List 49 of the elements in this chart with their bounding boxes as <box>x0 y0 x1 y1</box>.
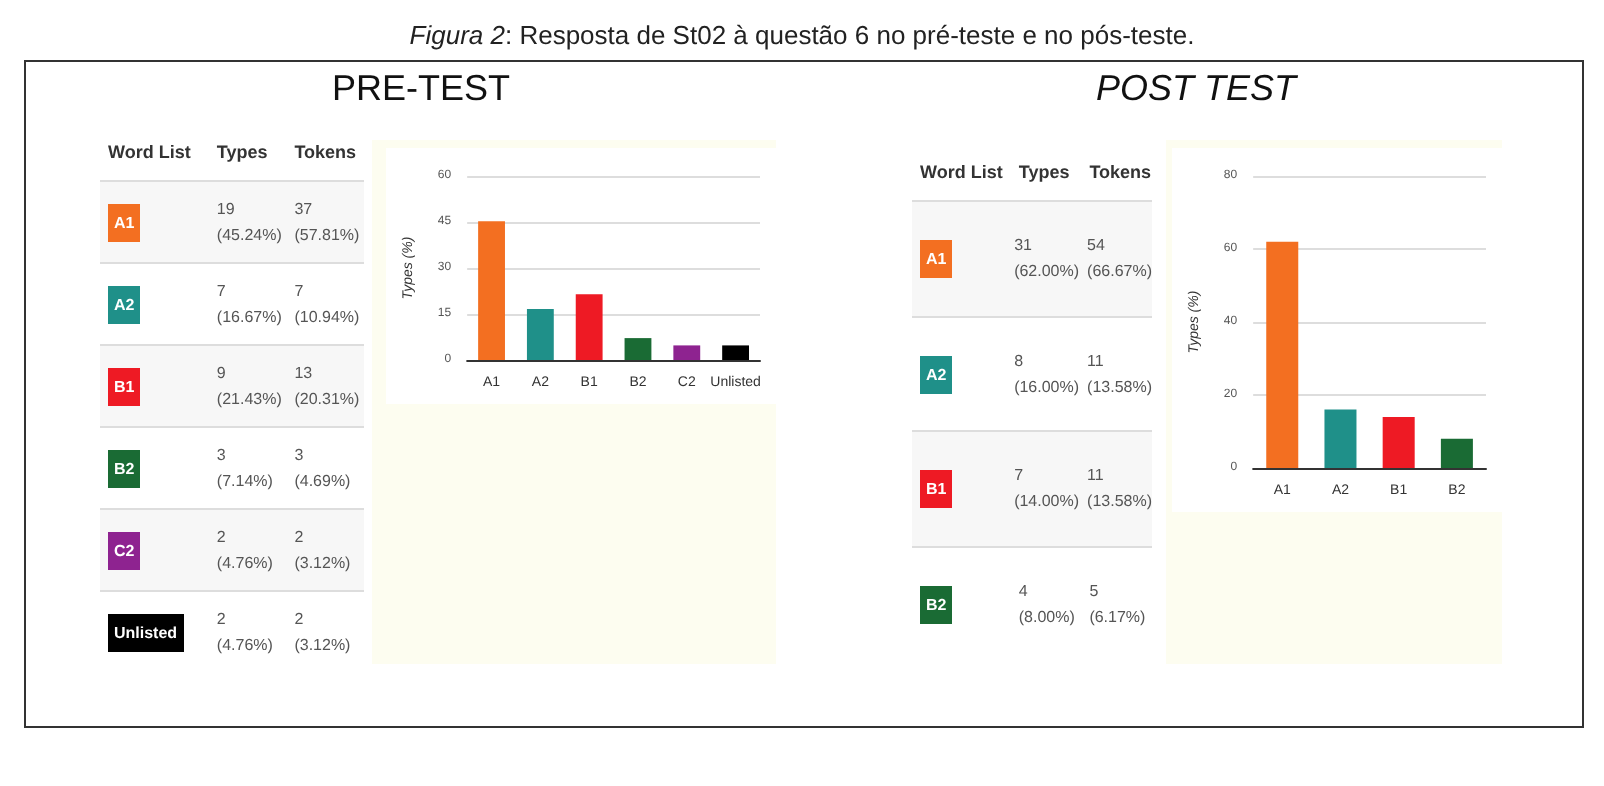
text: 7 (10.94%) <box>294 282 360 326</box>
bar <box>526 308 554 360</box>
text: 3 (7.14%) <box>216 446 273 490</box>
text: 31 (62.00%) <box>1014 236 1080 281</box>
level-badge: B2 <box>920 585 953 624</box>
text: 2 (4.76%) <box>216 610 273 654</box>
text: 2 (3.12%) <box>294 610 351 654</box>
text: 11 (13.58%) <box>1087 466 1152 511</box>
text: 3 (4.69%) <box>294 446 351 490</box>
level-badge: B1 <box>920 470 953 509</box>
text: Figura 2: Resposta de St02 à questão 6 no pré-teste e no pós-teste. <box>407 20 1197 50</box>
level-badge: A2 <box>920 355 953 394</box>
category-label: Types <box>1016 162 1072 182</box>
category-label: Tokens <box>292 142 359 162</box>
level-badge: A1 <box>108 204 141 242</box>
text: 11 (13.58%) <box>1087 351 1152 396</box>
level-badge: C2 <box>108 532 141 570</box>
bar <box>722 345 750 360</box>
bar <box>1266 241 1299 468</box>
text: 7 (16.67%) <box>216 282 282 326</box>
text: 9 (21.43%) <box>216 364 282 408</box>
bar <box>1440 438 1473 468</box>
text: 5 (6.17%) <box>1089 581 1146 626</box>
category-label: Word List <box>918 162 1005 182</box>
bar <box>575 294 603 360</box>
text: 4 (8.00%) <box>1018 581 1075 626</box>
text: 19 (45.24%) <box>216 200 282 244</box>
text: 54 (66.67%) <box>1087 236 1152 281</box>
text: 2 (3.12%) <box>294 528 351 572</box>
level-badge: B2 <box>108 450 141 488</box>
text: 7 (14.00%) <box>1014 466 1080 511</box>
bar <box>624 338 652 360</box>
text: POST TEST <box>1096 68 1297 110</box>
bar <box>478 221 505 360</box>
text: 13 (20.31%) <box>294 364 360 408</box>
text: 2 (4.76%) <box>216 528 273 572</box>
text: 37 (57.81%) <box>294 200 360 244</box>
category-label: Word List <box>106 142 193 162</box>
bar <box>673 345 701 360</box>
bar <box>1382 416 1415 468</box>
bar <box>1324 409 1357 468</box>
level-badge: A2 <box>108 286 141 324</box>
level-badge: B1 <box>108 368 141 406</box>
level-badge: A1 <box>920 240 953 279</box>
text: PRE-TEST <box>332 68 511 110</box>
category-label: Tokens <box>1087 162 1153 182</box>
category-label: Types <box>214 142 270 162</box>
text: 8 (16.00%) <box>1014 351 1080 396</box>
level-badge: Unlisted <box>108 614 184 652</box>
